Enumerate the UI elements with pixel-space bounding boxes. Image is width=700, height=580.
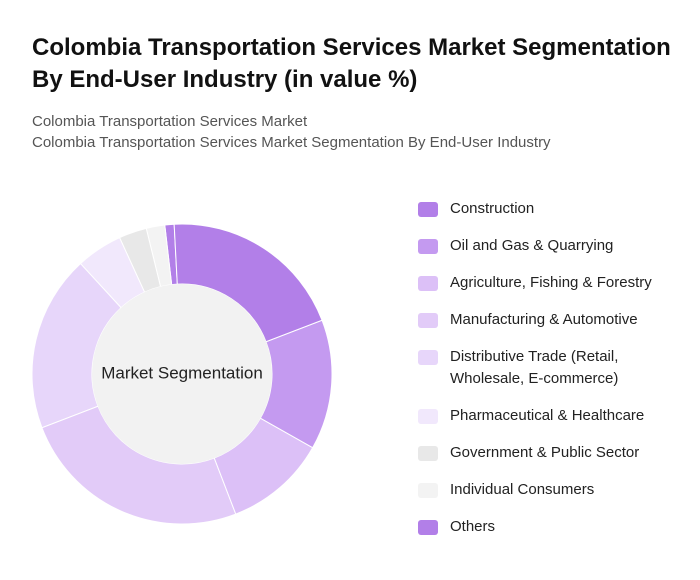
legend: Construction Oil and Gas & Quarrying Agric… xyxy=(418,198,688,553)
legend-swatch xyxy=(418,446,438,461)
legend-swatch xyxy=(418,202,438,217)
legend-item[interactable]: Others xyxy=(418,516,688,538)
legend-swatch xyxy=(418,239,438,254)
subtitle: Colombia Transportation Services Market … xyxy=(32,134,551,151)
legend-item[interactable]: Construction xyxy=(418,198,688,220)
legend-item[interactable]: Oil and Gas & Quarrying xyxy=(418,235,688,257)
legend-item[interactable]: Distributive Trade (Retail, Wholesale, E… xyxy=(418,346,688,390)
legend-item[interactable]: Agriculture, Fishing & Forestry xyxy=(418,272,688,294)
legend-item[interactable]: Pharmaceutical & Healthcare xyxy=(418,405,688,427)
legend-label: Manufacturing & Automotive xyxy=(450,311,638,328)
legend-label: Others xyxy=(450,518,496,535)
subtitle: Colombia Transportation Services Market xyxy=(32,113,308,130)
legend-item[interactable]: Government & Public Sector xyxy=(418,442,688,464)
legend-swatch xyxy=(418,276,438,291)
legend-label: Distributive Trade (Retail, Wholesale, E… xyxy=(450,348,619,387)
legend-label: Individual Consumers xyxy=(450,481,595,498)
legend-item[interactable]: Manufacturing & Automotive xyxy=(418,309,688,331)
legend-label: Oil and Gas & Quarrying xyxy=(450,237,614,254)
legend-label: Pharmaceutical & Healthcare xyxy=(450,407,645,424)
legend-swatch xyxy=(418,483,438,498)
legend-item[interactable]: Individual Consumers xyxy=(418,479,688,501)
legend-swatch xyxy=(418,520,438,535)
chart-title: Colombia Transportation Services Market … xyxy=(32,34,671,93)
legend-swatch xyxy=(418,313,438,328)
donut-hole xyxy=(92,284,272,464)
legend-swatch xyxy=(418,409,438,424)
chart: Market Segmentation xyxy=(31,223,333,525)
legend-swatch xyxy=(418,350,438,365)
legend-label: Agriculture, Fishing & Forestry xyxy=(450,274,652,291)
center-label: Market Segmentation xyxy=(101,363,263,382)
legend-label: Government & Public Sector xyxy=(450,444,640,461)
legend-label: Construction xyxy=(450,200,535,217)
